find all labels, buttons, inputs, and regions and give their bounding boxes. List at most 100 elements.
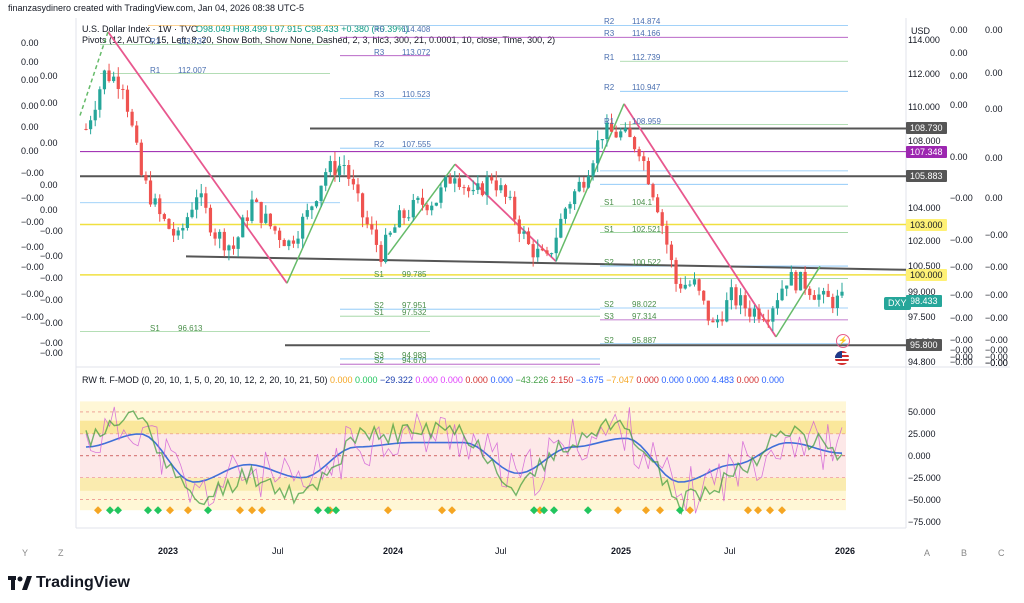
pivot-label-2: R1	[604, 53, 615, 63]
candle-body-35	[245, 217, 249, 222]
dxy-badge[interactable]: DXY	[884, 297, 911, 310]
right-scale-b-7: −0.00	[985, 290, 1008, 300]
candle-body-88	[490, 176, 494, 181]
oscillator-value-5: 0.000	[462, 375, 488, 385]
candle-body-73	[420, 197, 425, 205]
candle-body-83	[467, 187, 471, 192]
right-scale-b-6: −0.00	[985, 262, 1008, 272]
oscillator-value-4: 0.000	[437, 375, 463, 385]
downtrend-line-2025	[623, 103, 777, 338]
candle-body-27	[208, 207, 213, 233]
osc-tick-3: −25.000	[908, 472, 941, 483]
candle-body-145	[752, 308, 757, 317]
pivot-value-3: 110.947	[632, 83, 661, 93]
candle-body-155	[798, 271, 803, 291]
currency-button[interactable]: USD	[911, 26, 931, 36]
left-scale-a-9: −0.00	[21, 242, 44, 252]
right-scale-a-9: −0.00	[950, 313, 973, 323]
lightning-event-icon[interactable]: ⚡	[836, 334, 850, 348]
candle-body-144	[748, 308, 752, 317]
bottom-right-letter-b[interactable]: B	[961, 548, 968, 558]
green-signal-11	[584, 506, 592, 515]
price-tick-9: 97.500	[908, 311, 936, 322]
candle-body-139	[725, 300, 729, 322]
candle-body-96	[526, 231, 531, 245]
right-scale-a-7: −0.00	[950, 262, 973, 272]
left-scale-a-11: −0.00	[21, 289, 44, 299]
uptrend-line-2025b	[775, 266, 821, 338]
indicator-legend[interactable]: Pivots (12, AUTO, 15, Left, 8, 20, Show …	[82, 35, 556, 45]
right-scale-a-13: −0.00	[950, 357, 973, 367]
candle-body-150	[775, 300, 780, 309]
left-scale-a-7: −0.00	[21, 193, 44, 203]
right-scale-a-12: −0.00	[950, 352, 973, 362]
candle-body-58	[351, 178, 355, 185]
candle-body-42	[278, 230, 282, 241]
candle-body-93	[513, 196, 517, 220]
left-scale-b-9: −0.00	[40, 318, 63, 328]
left-scale-b-6: −0.00	[40, 251, 63, 261]
orange-signal-8	[438, 506, 446, 515]
candle-body-86	[480, 183, 485, 196]
candle-body-66	[388, 232, 392, 235]
candle-body-161	[826, 290, 830, 297]
right-scale-a-11: −0.00	[950, 345, 973, 355]
candle-body-48	[305, 210, 309, 217]
orange-signal-3	[236, 506, 244, 515]
tradingview-logo-text: TradingView	[36, 574, 130, 591]
osc-upper-band	[80, 420, 846, 434]
candle-body-97	[531, 244, 535, 258]
left-scale-a-0: 0.00	[21, 38, 39, 48]
left-scale-b-0: 0.00	[40, 71, 58, 81]
ohlc-change: +0.380 (+0.39%)	[341, 24, 409, 34]
oscillator-value-12: 0.000	[658, 375, 684, 385]
bottom-left-letter-z[interactable]: Z	[58, 548, 64, 558]
pivot-value-0: 114.874	[632, 17, 661, 27]
oscillator-legend[interactable]: RW ft. F-MOD (0, 20, 10, 1, 5, 0, 20, 10…	[82, 375, 784, 386]
orange-signal-5	[258, 506, 266, 515]
orange-signal-18	[778, 506, 786, 515]
candle-body-60	[360, 193, 365, 218]
candle-body-79	[448, 177, 452, 184]
bottom-left-letter-y[interactable]: Y	[22, 548, 29, 558]
right-scale-a-2: 0.00	[950, 71, 968, 81]
candle-body-2	[93, 109, 97, 121]
candle-body-22	[185, 217, 190, 228]
candle-body-33	[236, 237, 240, 249]
candle-body-149	[771, 308, 775, 322]
bottom-right-letter-a[interactable]: A	[924, 548, 931, 558]
oscillator-value-14: 4.483	[708, 375, 734, 385]
candle-body-90	[499, 185, 503, 191]
orange-signal-15	[744, 506, 752, 515]
pivot-label-15: R3	[374, 90, 385, 100]
oscillator-value-15: 0.000	[733, 375, 760, 385]
candle-body-84	[471, 189, 475, 192]
candle-body-55	[337, 165, 342, 176]
candle-body-151	[780, 288, 784, 301]
candle-body-138	[720, 319, 724, 322]
pivot-label-6: S1	[604, 224, 614, 234]
candle-body-162	[831, 296, 835, 309]
support-trendline	[185, 255, 907, 271]
bottom-right-letter-c[interactable]: C	[998, 548, 1005, 558]
right-scale-a-10: −0.00	[950, 335, 973, 345]
candle-body-34	[241, 217, 245, 238]
candle-body-18	[167, 218, 171, 229]
candle-body-134	[702, 290, 706, 301]
candle-body-70	[407, 217, 411, 219]
orange-signal-2	[184, 506, 192, 515]
candle-body-5	[107, 70, 111, 82]
candle-body-137	[715, 319, 720, 323]
left-scale-b-2: 0.00	[40, 138, 58, 148]
price-tick-1: 112.000	[908, 68, 940, 79]
candle-body-87	[485, 176, 489, 196]
candle-body-109	[586, 176, 591, 188]
right-scale-a-5: −0.00	[950, 193, 973, 203]
pivot-value-11: 113.737	[178, 36, 207, 46]
osc-tick-5: −75.000	[908, 516, 941, 527]
pivot-label-12: R1	[150, 65, 161, 75]
us-flag-icon[interactable]	[835, 351, 849, 365]
candle-body-122	[646, 161, 650, 185]
price-tag-0: 108.730	[906, 122, 947, 135]
